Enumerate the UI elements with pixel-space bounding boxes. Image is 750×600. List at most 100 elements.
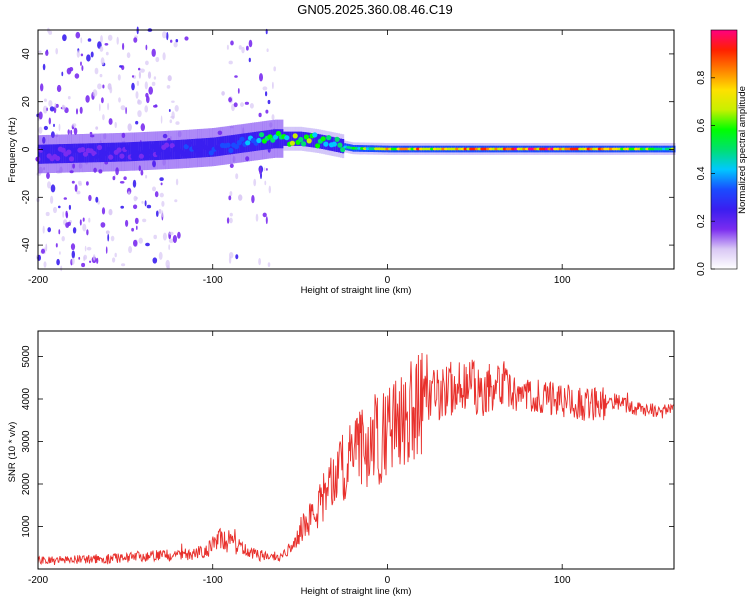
noise-blob	[226, 217, 230, 224]
noise-blob	[119, 65, 123, 68]
ridge-core	[166, 151, 172, 157]
noise-blob	[79, 219, 82, 226]
noise-blob	[122, 42, 125, 51]
ridge-core	[214, 145, 220, 151]
ridge-band	[128, 142, 131, 162]
ridge-band	[295, 131, 299, 146]
noise-blob	[137, 99, 140, 104]
noise-blob	[99, 73, 103, 78]
ridge-band	[310, 133, 313, 148]
ridge-band	[96, 143, 99, 163]
ridge-core	[284, 135, 290, 141]
noise-blob	[96, 257, 99, 264]
noise-blob	[228, 195, 232, 201]
noise-blob	[67, 129, 70, 135]
noise-blob	[133, 37, 138, 43]
ridge-core	[225, 142, 231, 148]
ridge-core	[116, 147, 122, 153]
noise-blob	[177, 231, 181, 239]
noise-blob	[88, 194, 92, 202]
ridge-core	[334, 136, 340, 142]
noise-blob	[66, 67, 72, 75]
ridge-core	[141, 149, 147, 155]
noise-blob	[262, 212, 267, 218]
noise-blob	[131, 82, 135, 91]
noise-blob	[135, 91, 139, 99]
noise-blob	[174, 105, 179, 112]
noise-blob	[237, 88, 240, 94]
ridge-core	[331, 141, 337, 147]
noise-blob	[70, 243, 76, 251]
ridge-band	[342, 139, 345, 154]
ridge-band	[42, 144, 45, 164]
noise-blob	[105, 230, 110, 234]
noise-blob	[159, 177, 164, 182]
ridge-band	[155, 141, 158, 161]
noise-blob	[76, 190, 81, 195]
noise-blob	[168, 109, 171, 112]
noise-blob	[112, 176, 116, 181]
noise-blob	[151, 81, 156, 86]
noise-blob	[229, 163, 234, 168]
noise-blob	[86, 246, 92, 251]
noise-blob	[228, 97, 233, 103]
noise-blob	[147, 71, 152, 79]
noise-blob	[38, 50, 42, 53]
ridge-band	[218, 136, 221, 156]
noise-blob	[112, 257, 116, 263]
noise-blob	[161, 210, 164, 218]
noise-blob	[38, 126, 43, 134]
ridge-band	[168, 140, 171, 160]
noise-blob	[62, 34, 67, 42]
noise-blob	[255, 213, 259, 222]
y-tick-label: 5000	[21, 345, 32, 368]
noise-blob	[100, 35, 103, 43]
ridge-band	[77, 143, 80, 163]
x-tick-label: 0	[385, 275, 391, 286]
y-tick-label: 4000	[21, 387, 32, 410]
noise-blob	[159, 192, 164, 198]
noise-blob	[82, 217, 85, 222]
noise-blob	[48, 117, 51, 125]
noise-blob	[90, 51, 94, 58]
noise-blob	[125, 107, 127, 115]
noise-blob	[152, 186, 156, 192]
noise-blob	[238, 45, 242, 50]
noise-blob	[73, 127, 78, 135]
noise-blob	[248, 39, 253, 48]
noise-blob	[271, 114, 275, 121]
colorbar-tick-label: 0.2	[696, 214, 707, 228]
noise-blob	[105, 51, 109, 56]
noise-blob	[126, 52, 131, 59]
ridge-core	[124, 145, 131, 151]
ridge-band	[314, 133, 317, 148]
noise-blob	[42, 105, 48, 114]
noise-blob	[175, 39, 179, 43]
noise-blob	[127, 123, 132, 132]
noise-blob	[81, 262, 86, 268]
noise-blob	[61, 236, 65, 242]
noise-blob	[137, 110, 142, 118]
noise-blob	[128, 246, 133, 254]
noise-blob	[168, 244, 171, 251]
ridge-core	[208, 150, 214, 156]
noise-blob	[55, 48, 58, 55]
ridge-band	[50, 144, 53, 164]
ridge-core	[43, 147, 50, 153]
colorbar-label: Normalized spectral amplitude	[737, 86, 748, 214]
noise-blob	[140, 169, 144, 176]
noise-blob	[116, 36, 119, 45]
noise-blob	[136, 80, 140, 87]
noise-blob	[144, 200, 147, 207]
y-tick-label: 40	[21, 48, 32, 60]
noise-blob	[148, 86, 153, 95]
noise-blob	[67, 96, 71, 100]
noise-blob	[127, 191, 131, 195]
ridge-core	[320, 136, 326, 142]
y-tick-label: 1000	[21, 515, 32, 538]
noise-blob	[63, 197, 67, 200]
noise-blob	[145, 242, 150, 247]
noise-blob	[266, 168, 268, 171]
noise-blob	[174, 199, 178, 203]
